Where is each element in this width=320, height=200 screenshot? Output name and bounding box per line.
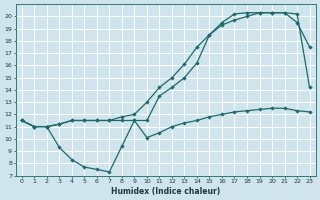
X-axis label: Humidex (Indice chaleur): Humidex (Indice chaleur): [111, 187, 220, 196]
